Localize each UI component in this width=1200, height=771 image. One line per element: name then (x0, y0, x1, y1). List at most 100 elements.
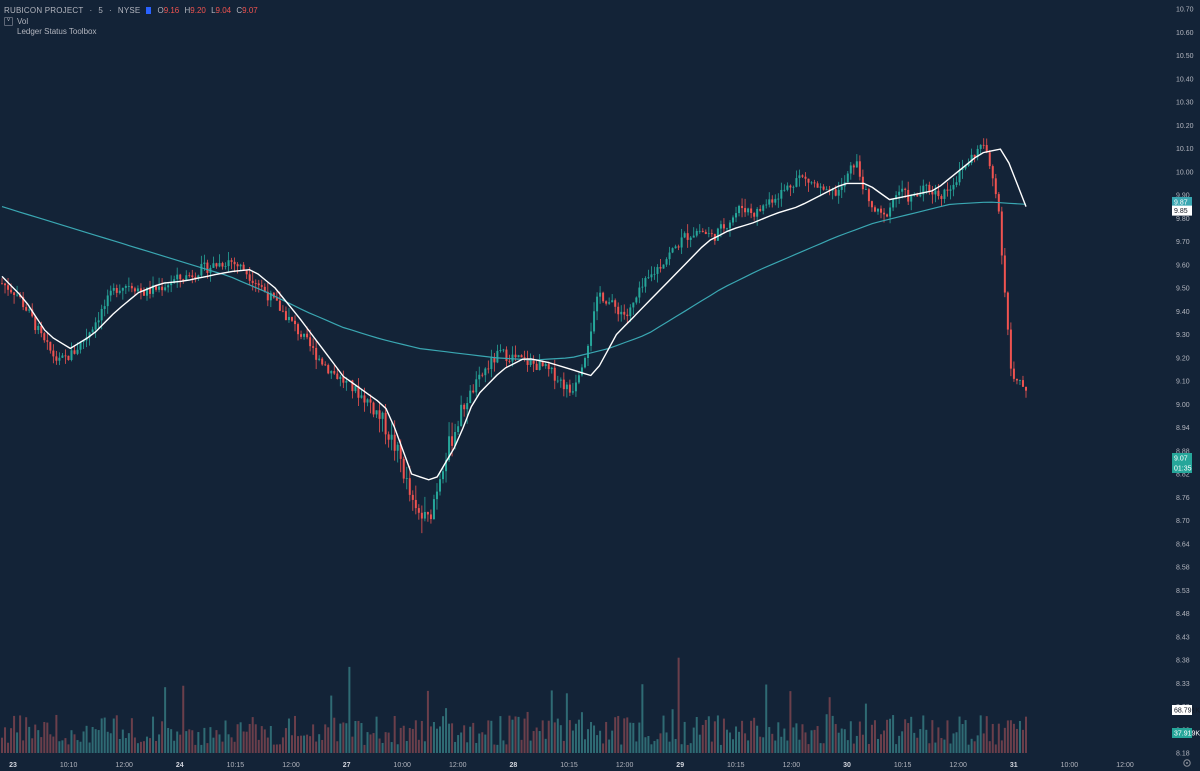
candle (233, 257, 236, 273)
price-tick-label: 10.60 (1176, 30, 1194, 37)
candle (644, 276, 647, 293)
candle (484, 367, 487, 383)
time-tick-label: 10:15 (560, 762, 578, 769)
volume-bar (910, 716, 913, 753)
candle (816, 181, 819, 188)
candle (635, 296, 638, 305)
candle (115, 284, 118, 298)
volume-bar (855, 735, 858, 753)
volume-bar (466, 742, 469, 753)
volume-bar (892, 715, 895, 753)
volume-bar (907, 723, 910, 753)
volume-bar (372, 733, 375, 753)
candle (124, 284, 127, 294)
volume-bar (1025, 716, 1027, 753)
volume-bar (858, 721, 861, 753)
svg-text:01:35: 01:35 (1174, 466, 1192, 473)
candle (133, 286, 136, 296)
price-axis[interactable]: 10.70 10.60 10.50 10.40 10.30 10.20 10.10 10.00… (1176, 7, 1194, 758)
candle (287, 308, 290, 323)
interval[interactable]: 5 (98, 5, 103, 15)
candle (387, 431, 390, 448)
candle (493, 352, 496, 372)
volume-bar (571, 730, 574, 753)
candle (599, 286, 602, 304)
volume-bar (922, 715, 925, 753)
volume-bar (152, 716, 155, 753)
volume-bar (155, 740, 158, 753)
volume-bar (435, 728, 438, 753)
candle (127, 277, 130, 292)
open-value: 9.16 (163, 5, 180, 15)
candle (161, 278, 164, 296)
volume-bar (617, 715, 620, 753)
volume-bar (680, 744, 683, 753)
chevron-down-icon[interactable]: ˅ (4, 16, 13, 26)
candle (149, 280, 152, 299)
gear-icon[interactable] (1183, 759, 1191, 767)
volume-bar (451, 723, 454, 753)
volume-bars (1, 657, 1027, 753)
price-tick-label: 10.20 (1176, 123, 1194, 130)
time-tick-label: 12:00 (282, 762, 300, 769)
volume-bar (505, 744, 508, 753)
price-tick-label: 8.70 (1176, 518, 1190, 525)
volume-bar (493, 744, 496, 753)
candle (686, 224, 689, 248)
candle (4, 282, 7, 294)
price-tick-label: 8.38 (1176, 658, 1190, 665)
candle (641, 278, 644, 293)
candle (224, 262, 227, 270)
symbol-name[interactable]: RUBICON PROJECT (4, 5, 84, 15)
indicator-label[interactable]: Ledger Status Toolbox (17, 27, 97, 36)
candle (668, 246, 671, 266)
volume-bar (825, 714, 828, 753)
candle (550, 366, 553, 374)
volume-bar (179, 734, 182, 753)
flag-icon[interactable] (146, 6, 152, 14)
volume-bar (677, 657, 680, 753)
volume-bar (281, 737, 284, 753)
volume-bar (544, 738, 547, 753)
time-axis[interactable]: 23 10:10 12:00 24 10:15 12:00 27 10:00 12:00 28 10… (9, 762, 1134, 769)
candle (254, 279, 257, 292)
volume-bar (496, 744, 499, 753)
volume-bar (668, 741, 671, 753)
time-tick-label: 29 (676, 762, 684, 769)
candle (442, 467, 445, 484)
volume-bar (940, 738, 943, 753)
volume-last-tag: 37.919K (1172, 728, 1200, 738)
candle (864, 184, 867, 190)
volume-bar (354, 721, 357, 753)
volume-bar (961, 724, 964, 753)
volume-label[interactable]: Vol (17, 16, 29, 26)
volume-bar (547, 720, 550, 753)
candle (617, 302, 620, 322)
candle (167, 282, 170, 293)
volume-bar (620, 744, 623, 753)
volume-bar (469, 726, 472, 753)
volume-bar (70, 730, 73, 753)
time-tick-label: 12:00 (616, 762, 634, 769)
candle (372, 401, 375, 418)
candle (535, 359, 538, 371)
time-tick-label: 12:00 (115, 762, 133, 769)
price-tick-label: 8.53 (1176, 588, 1190, 595)
candle (1000, 206, 1003, 265)
volume-bar (852, 743, 855, 753)
volume-bar (653, 740, 656, 753)
candle (499, 344, 502, 353)
candle (895, 191, 898, 208)
candle (958, 162, 961, 186)
volume-bar (336, 741, 339, 753)
candle (1012, 361, 1015, 382)
candle (710, 229, 713, 238)
volume-bar (753, 717, 756, 753)
volume-bar (499, 716, 502, 753)
candle (801, 174, 804, 178)
volume-bar (103, 717, 106, 753)
price-tick-label: 8.82 (1176, 472, 1190, 479)
volume-bar (994, 744, 997, 753)
close-value: 9.07 (242, 5, 258, 15)
